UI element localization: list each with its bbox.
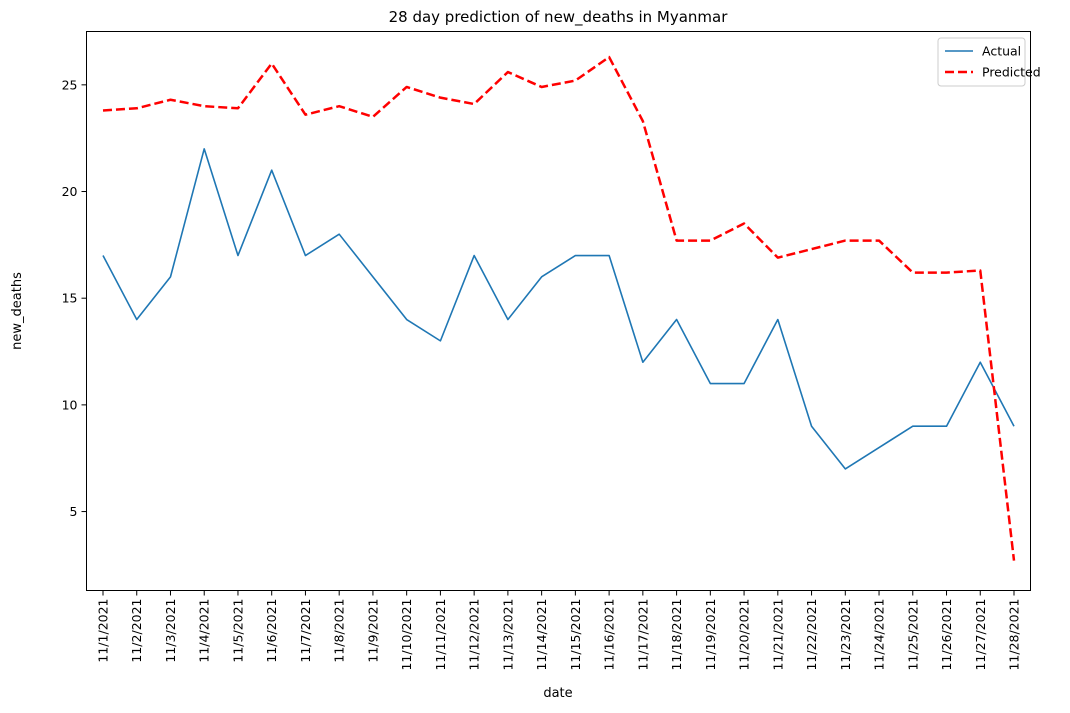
x-tick-label: 11/21/2021 (770, 599, 785, 671)
x-tick-label: 11/14/2021 (534, 599, 549, 671)
chart-title: 28 day prediction of new_deaths in Myanm… (389, 8, 729, 27)
x-tick-label: 11/11/2021 (433, 599, 448, 671)
x-tick-label: 11/20/2021 (737, 599, 752, 671)
x-tick-label: 11/26/2021 (939, 599, 954, 671)
x-tick-label: 11/5/2021 (230, 599, 245, 663)
y-tick-label: 25 (62, 77, 78, 92)
x-tick-label: 11/17/2021 (635, 599, 650, 671)
x-tick-label: 11/10/2021 (399, 599, 414, 671)
y-tick-label: 10 (62, 397, 78, 412)
x-tick-label: 11/19/2021 (703, 599, 718, 671)
x-tick-label: 11/16/2021 (602, 599, 617, 671)
x-tick-label: 11/8/2021 (332, 599, 347, 663)
x-tick-label: 11/1/2021 (96, 599, 111, 663)
plot-frame (86, 31, 1031, 591)
legend: Actual Predicted (937, 37, 1041, 87)
x-tick-label: 11/25/2021 (905, 599, 920, 671)
y-tick-label: 20 (62, 184, 78, 199)
x-tick-label: 11/7/2021 (298, 599, 313, 663)
y-tick-label: 15 (62, 291, 78, 306)
series-line-actual (102, 148, 1015, 470)
legend-label-predicted: Predicted (982, 65, 1041, 80)
x-tick-label: 11/4/2021 (197, 599, 212, 663)
series-line-predicted (102, 55, 1016, 561)
x-tick-label: 11/9/2021 (365, 599, 380, 663)
legend-label-actual: Actual (982, 44, 1021, 59)
x-axis-label: date (543, 686, 572, 701)
y-tick-label: 5 (70, 504, 78, 519)
x-tick-label: 11/3/2021 (163, 599, 178, 663)
x-tick-label: 11/6/2021 (264, 599, 279, 663)
y-axis-label: new_deaths (10, 272, 25, 350)
x-tick-label: 11/2/2021 (129, 599, 144, 663)
x-tick-label: 11/15/2021 (568, 599, 583, 671)
x-tick-label: 11/13/2021 (500, 599, 515, 671)
x-tick-label: 11/23/2021 (838, 599, 853, 671)
x-tick-label: 11/28/2021 (1007, 599, 1022, 671)
x-tick-label: 11/12/2021 (467, 599, 482, 671)
x-tick-label: 11/18/2021 (669, 599, 684, 671)
x-tick-label: 11/24/2021 (872, 599, 887, 671)
plot-area (102, 55, 1016, 561)
legend-frame (937, 37, 1026, 87)
x-tick-label: 11/22/2021 (804, 599, 819, 671)
x-tick-label: 11/27/2021 (973, 599, 988, 671)
